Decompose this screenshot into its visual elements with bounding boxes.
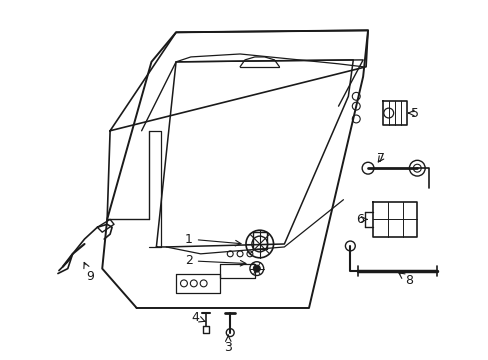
Text: 9: 9 bbox=[84, 262, 94, 283]
Text: 8: 8 bbox=[398, 273, 412, 287]
Text: 1: 1 bbox=[184, 233, 241, 246]
Text: 6: 6 bbox=[356, 213, 366, 226]
Circle shape bbox=[253, 265, 260, 272]
Text: 5: 5 bbox=[407, 107, 419, 120]
Text: 2: 2 bbox=[184, 254, 245, 267]
Text: 3: 3 bbox=[224, 335, 232, 354]
Text: 7: 7 bbox=[376, 152, 384, 165]
Text: 4: 4 bbox=[191, 311, 205, 324]
